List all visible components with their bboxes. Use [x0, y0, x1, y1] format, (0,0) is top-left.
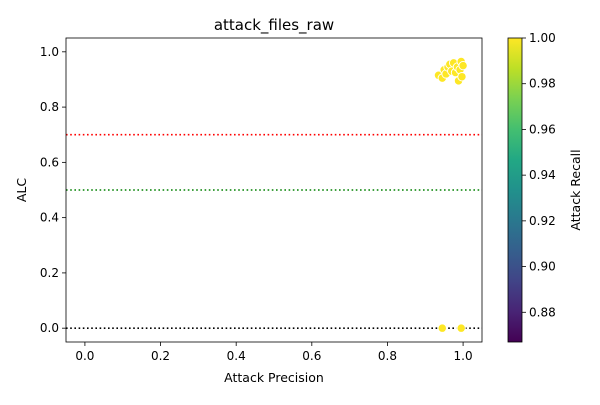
y-tick-label: 0.8 [40, 100, 59, 114]
x-tick-label: 0.2 [151, 349, 170, 363]
colorbar: 0.88 0.90 0.92 0.94 0.96 0.98 1.00 [507, 31, 556, 343]
y-tick-label: 0.6 [40, 155, 59, 169]
y-tick-label: 0.0 [40, 321, 59, 335]
colorbar-tick-label: 0.90 [529, 260, 556, 274]
x-tick-label: 0.6 [302, 349, 321, 363]
reference-lines [66, 133, 482, 329]
data-points [433, 56, 468, 333]
data-point-1 [456, 323, 466, 333]
colorbar-tick-label: 0.92 [529, 214, 556, 228]
data-point-16 [458, 60, 468, 71]
y-tick-label: 0.4 [40, 211, 59, 225]
plot-frame [65, 37, 483, 343]
colorbar-label: Attack Recall [568, 149, 583, 230]
x-tick-label: 0.4 [227, 349, 246, 363]
colorbar-tick-label: 0.94 [529, 168, 556, 182]
colorbar-tick-label: 0.88 [529, 305, 556, 319]
colorbar-tick-label: 0.96 [529, 122, 556, 136]
y-tick-label: 1.0 [40, 45, 59, 59]
y-axis-label: ALC [14, 178, 29, 203]
x-tick-label: 0.0 [75, 349, 94, 363]
axes: 0.0 0.2 0.4 0.6 0.8 1.0 0.0 0.2 0.4 0.6 0.8 1.0 [40, 37, 483, 363]
y-tick-label: 0.2 [40, 266, 59, 280]
colorbar-tick-label: 0.98 [529, 77, 556, 91]
x-tick-label: 1.0 [454, 349, 473, 363]
chart-title: attack_files_raw [214, 16, 334, 35]
colorbar-tick-label: 1.00 [529, 31, 556, 45]
data-point-0 [437, 323, 447, 333]
x-tick-label: 0.8 [378, 349, 397, 363]
colorbar-gradient [507, 37, 523, 343]
data-point-15 [457, 72, 467, 82]
x-axis-label: Attack Precision [224, 370, 324, 385]
